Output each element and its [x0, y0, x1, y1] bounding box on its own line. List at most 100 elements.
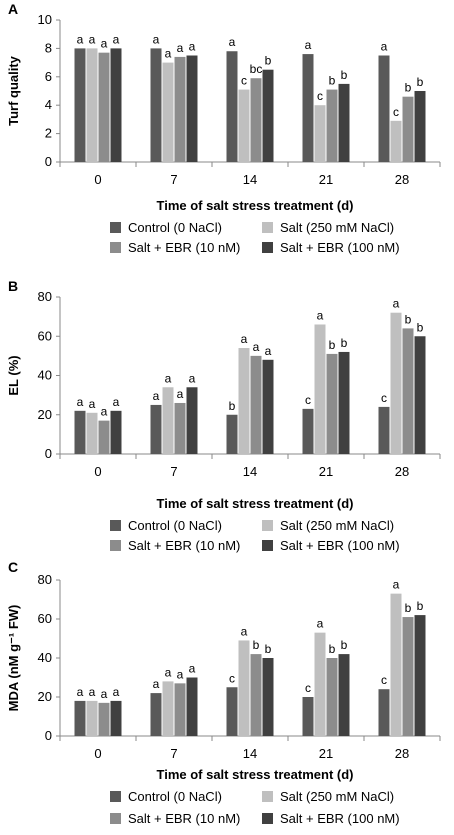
panel-b-legend-label: Salt + EBR (10 nM) — [128, 538, 240, 553]
panel-b-significance-label: a — [113, 395, 120, 409]
panel-b-bar — [262, 359, 274, 454]
panel-c-legend-label: Salt + EBR (10 nM) — [128, 811, 240, 826]
panel-b-bar — [226, 414, 238, 454]
panel-c-significance-label: a — [177, 667, 184, 681]
panel-c-significance-label: b — [405, 601, 412, 615]
panel-c-y-tick-label: 40 — [38, 650, 52, 665]
panel-c-bar — [226, 687, 238, 736]
panel-c-legend-label: Control (0 NaCl) — [128, 789, 222, 804]
panel-c-bar — [314, 632, 326, 736]
panel-a-bar — [186, 55, 198, 162]
panel-c-significance-label: b — [329, 642, 336, 656]
panel-c-x-axis-title: Time of salt stress treatment (d) — [157, 767, 354, 782]
panel-a-x-tick-label: 21 — [319, 172, 333, 187]
panel-b-significance-label: a — [393, 297, 400, 311]
panel-a-significance-label: a — [89, 32, 96, 46]
panel-b-bar — [378, 406, 390, 454]
panel-c-bar — [86, 700, 98, 736]
panel-b-bar — [186, 387, 198, 454]
panel-a-y-tick-label: 10 — [38, 12, 52, 27]
panel-c-significance-label: c — [381, 673, 387, 687]
panel-b-bar — [326, 353, 338, 454]
panel-a-x-tick-label: 28 — [395, 172, 409, 187]
panel-c-y-tick-label: 60 — [38, 611, 52, 626]
panel-b-y-axis-title: EL (%) — [6, 355, 21, 395]
panel-c-significance-label: c — [305, 681, 311, 695]
panel-a-significance-label: a — [229, 35, 236, 49]
panel-a-label: A — [8, 1, 18, 17]
panel-b-bar — [110, 410, 122, 454]
panel-a-legend-label: Salt + EBR (10 nM) — [128, 240, 240, 255]
panel-c-x-tick-label: 7 — [170, 746, 177, 761]
panel-b-x-tick-label: 7 — [170, 464, 177, 479]
panel-a-bar — [226, 51, 238, 162]
panel-b-significance-label: b — [405, 312, 412, 326]
panel-c-bar — [238, 640, 250, 736]
panel-b-x-tick-label: 28 — [395, 464, 409, 479]
panel-a-bar — [326, 89, 338, 162]
panel-a-significance-label: a — [113, 32, 120, 46]
panel-b-bar — [302, 408, 314, 454]
panel-c-significance-label: a — [393, 578, 400, 592]
panel-a-significance-label: a — [153, 32, 160, 46]
panel-b-bar — [98, 420, 110, 454]
panel-c-bar — [302, 697, 314, 736]
panel-b-legend-swatch — [110, 520, 121, 531]
panel-c-y-tick-label: 0 — [45, 728, 52, 743]
panel-a-bar — [174, 56, 186, 162]
panel-b-significance-label: a — [317, 308, 324, 322]
panel-a-bar — [250, 78, 262, 162]
panel-c-bar — [174, 683, 186, 736]
panel-b-significance-label: a — [153, 389, 160, 403]
panel-c-significance-label: b — [265, 642, 272, 656]
panel-a-bar — [414, 91, 426, 162]
panel-b-x-tick-label: 0 — [94, 464, 101, 479]
panel-b-label: B — [8, 278, 18, 294]
panel-a-significance-label: b — [405, 81, 412, 95]
panel-c-bar — [378, 689, 390, 736]
panel-a-bar — [302, 54, 314, 162]
panel-c-y-axis-title: MDA (nM g⁻¹ FW) — [6, 605, 21, 712]
panel-b-significance-label: a — [89, 397, 96, 411]
panel-a-significance-label: c — [241, 74, 247, 88]
panel-b-significance-label: a — [165, 371, 172, 385]
panel-a-x-tick-label: 14 — [243, 172, 257, 187]
panel-a-legend-swatch — [110, 242, 121, 253]
panel-c-significance-label: a — [101, 687, 108, 701]
panel-c-significance-label: b — [253, 638, 260, 652]
panel-c-legend-label: Salt + EBR (100 nM) — [280, 811, 400, 826]
panel-c-significance-label: b — [417, 599, 424, 613]
panel-a-legend-label: Salt (250 mM NaCl) — [280, 220, 394, 235]
panel-c-legend-swatch — [110, 791, 121, 802]
panel-c-label: C — [8, 559, 18, 575]
panel-a-significance-label: c — [317, 89, 323, 103]
panel-b-y-tick-label: 20 — [38, 407, 52, 422]
panel-b-x-tick-label: 21 — [319, 464, 333, 479]
panel-c-significance-label: a — [89, 685, 96, 699]
panel-c-legend-swatch — [110, 813, 121, 824]
panel-a-significance-label: b — [329, 74, 336, 88]
panel-a-y-axis-title: Turf quality — [6, 55, 21, 126]
panel-b-x-tick-label: 14 — [243, 464, 257, 479]
panel-b-significance-label: a — [177, 387, 184, 401]
panel-c-bar — [150, 693, 162, 736]
panel-b-significance-label: c — [381, 391, 387, 405]
panel-c-x-tick-label: 28 — [395, 746, 409, 761]
panel-a-significance-label: a — [381, 40, 388, 54]
panel-b-bar — [402, 328, 414, 454]
panel-b-legend-swatch — [262, 520, 273, 531]
panel-c-bar — [414, 615, 426, 736]
panel-a-y-tick-label: 4 — [45, 97, 52, 112]
panel-a-legend-swatch — [110, 222, 121, 233]
panel-b-bar — [414, 336, 426, 454]
panel-c-bar — [110, 700, 122, 736]
panel-c-bar — [390, 593, 402, 736]
panel-b-significance-label: b — [341, 336, 348, 350]
panel-b-significance-label: a — [189, 371, 196, 385]
panel-b-significance-label: b — [229, 399, 236, 413]
panel-b-legend-label: Control (0 NaCl) — [128, 518, 222, 533]
panel-c-significance-label: a — [165, 665, 172, 679]
panel-a-significance-label: a — [305, 38, 312, 52]
panel-a-significance-label: a — [177, 41, 184, 55]
panel-c-bar — [402, 617, 414, 736]
